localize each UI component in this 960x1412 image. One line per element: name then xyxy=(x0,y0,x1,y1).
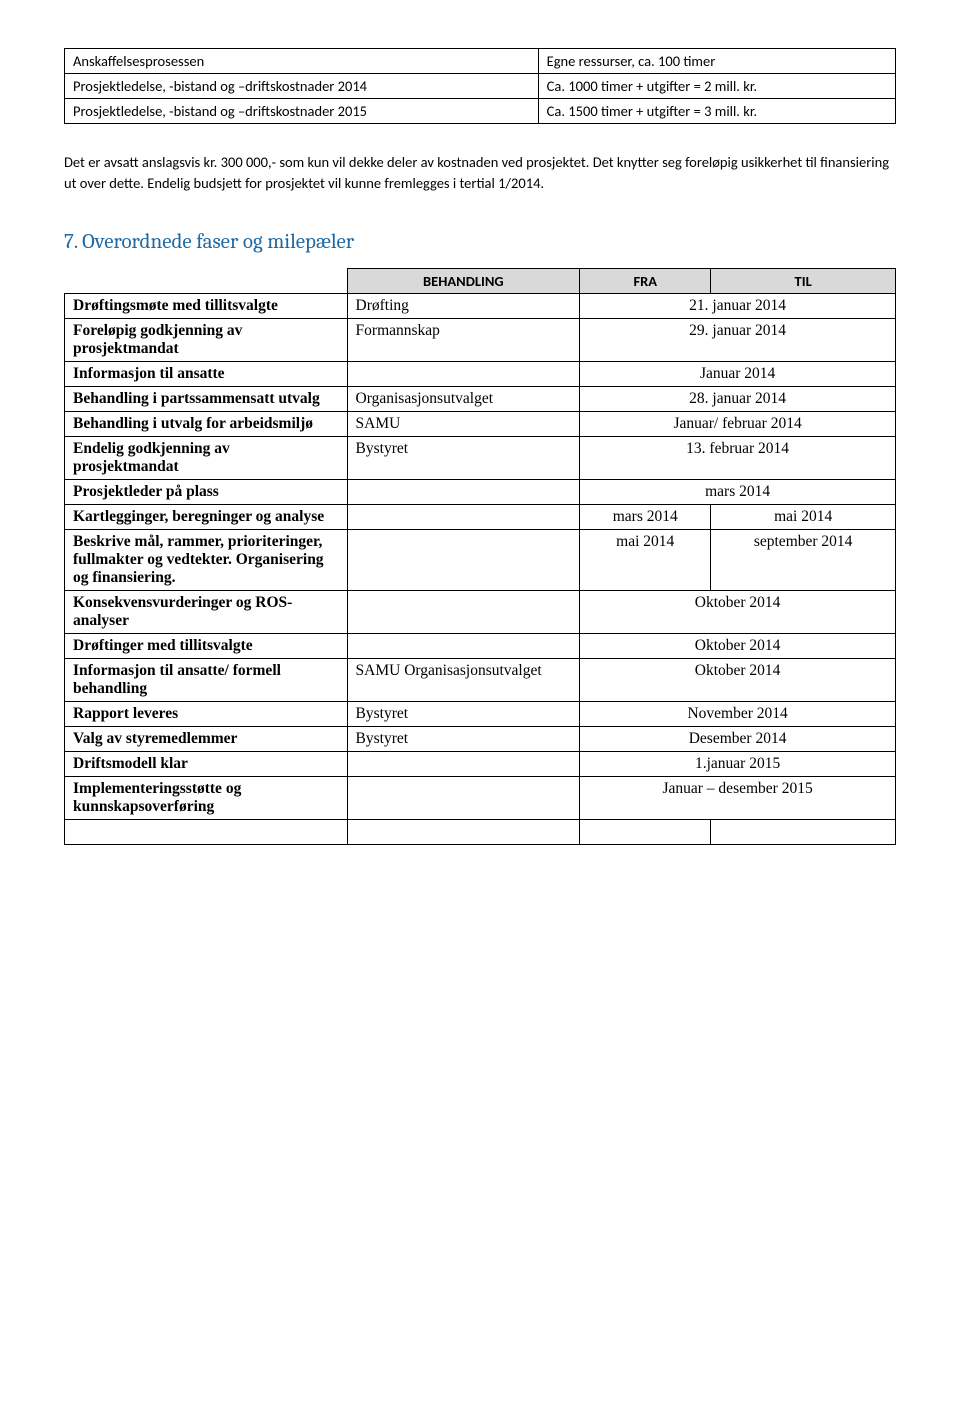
milestone-label: Drøftinger med tillitsvalgte xyxy=(65,634,348,659)
milestone-label: Behandling i utvalg for arbeidsmiljø xyxy=(65,412,348,437)
empty-cell xyxy=(711,820,896,845)
milestone-label: Behandling i partssammensatt utvalg xyxy=(65,387,348,412)
section-heading: 7. Overordnede faser og milepæler xyxy=(64,230,896,254)
milestone-date: 21. januar 2014 xyxy=(580,294,896,319)
resource-value: Ca. 1500 timer + utgifter = 3 mill. kr. xyxy=(538,99,895,124)
milestone-date: 13. februar 2014 xyxy=(580,437,896,480)
milestone-behandling xyxy=(347,777,580,820)
milestone-behandling xyxy=(347,591,580,634)
milestone-behandling xyxy=(347,530,580,591)
milestone-date: Desember 2014 xyxy=(580,727,896,752)
col-fra: FRA xyxy=(580,269,711,294)
milestone-date: Oktober 2014 xyxy=(580,591,896,634)
empty-cell xyxy=(580,820,711,845)
milestone-fra: mai 2014 xyxy=(580,530,711,591)
milestone-label: Rapport leveres xyxy=(65,702,348,727)
milestone-behandling xyxy=(347,634,580,659)
budget-paragraph: Det er avsatt anslagsvis kr. 300 000,- s… xyxy=(64,152,896,194)
milestone-date: Januar – desember 2015 xyxy=(580,777,896,820)
milestone-behandling xyxy=(347,752,580,777)
milestone-label: Implementeringsstøtte og kunnskapsoverfø… xyxy=(65,777,348,820)
milestone-behandling: SAMU xyxy=(347,412,580,437)
milestone-behandling: SAMU Organisasjonsutvalget xyxy=(347,659,580,702)
resource-value: Egne ressurser, ca. 100 timer xyxy=(538,49,895,74)
milestone-label: Prosjektleder på plass xyxy=(65,480,348,505)
resources-table: AnskaffelsesprosessenEgne ressurser, ca.… xyxy=(64,48,896,124)
milestone-label: Beskrive mål, rammer, prioriteringer, fu… xyxy=(65,530,348,591)
milestones-corner xyxy=(65,269,348,294)
empty-cell xyxy=(65,820,348,845)
milestone-label: Valg av styremedlemmer xyxy=(65,727,348,752)
milestone-label: Endelig godkjenning av prosjektmandat xyxy=(65,437,348,480)
milestone-behandling: Formannskap xyxy=(347,319,580,362)
milestone-behandling: Organisasjonsutvalget xyxy=(347,387,580,412)
milestone-label: Foreløpig godkjenning av prosjektmandat xyxy=(65,319,348,362)
milestone-behandling xyxy=(347,505,580,530)
resource-item: Prosjektledelse, -bistand og –driftskost… xyxy=(65,74,539,99)
milestone-behandling: Bystyret xyxy=(347,727,580,752)
milestone-til: mai 2014 xyxy=(711,505,896,530)
milestone-label: Informasjon til ansatte/ formell behandl… xyxy=(65,659,348,702)
milestone-behandling xyxy=(347,480,580,505)
milestone-label: Konsekvensvurderinger og ROS-analyser xyxy=(65,591,348,634)
milestone-date: Oktober 2014 xyxy=(580,634,896,659)
milestone-date: Januar 2014 xyxy=(580,362,896,387)
milestone-behandling xyxy=(347,362,580,387)
milestones-table: BEHANDLING FRA TIL Drøftingsmøte med til… xyxy=(64,268,896,845)
milestone-behandling: Bystyret xyxy=(347,437,580,480)
empty-cell xyxy=(347,820,580,845)
milestone-label: Drøftingsmøte med tillitsvalgte xyxy=(65,294,348,319)
col-behandling: BEHANDLING xyxy=(347,269,580,294)
milestone-date: 29. januar 2014 xyxy=(580,319,896,362)
milestone-date: 28. januar 2014 xyxy=(580,387,896,412)
milestone-til: september 2014 xyxy=(711,530,896,591)
col-til: TIL xyxy=(711,269,896,294)
milestone-label: Informasjon til ansatte xyxy=(65,362,348,387)
resource-item: Anskaffelsesprosessen xyxy=(65,49,539,74)
milestone-behandling: Drøfting xyxy=(347,294,580,319)
resource-value: Ca. 1000 timer + utgifter = 2 mill. kr. xyxy=(538,74,895,99)
milestone-date: 1.januar 2015 xyxy=(580,752,896,777)
resource-item: Prosjektledelse, -bistand og –driftskost… xyxy=(65,99,539,124)
milestone-label: Driftsmodell klar xyxy=(65,752,348,777)
milestone-behandling: Bystyret xyxy=(347,702,580,727)
milestone-date: November 2014 xyxy=(580,702,896,727)
milestone-fra: mars 2014 xyxy=(580,505,711,530)
milestone-date: Januar/ februar 2014 xyxy=(580,412,896,437)
milestone-label: Kartlegginger, beregninger og analyse xyxy=(65,505,348,530)
milestone-date: Oktober 2014 xyxy=(580,659,896,702)
milestone-date: mars 2014 xyxy=(580,480,896,505)
